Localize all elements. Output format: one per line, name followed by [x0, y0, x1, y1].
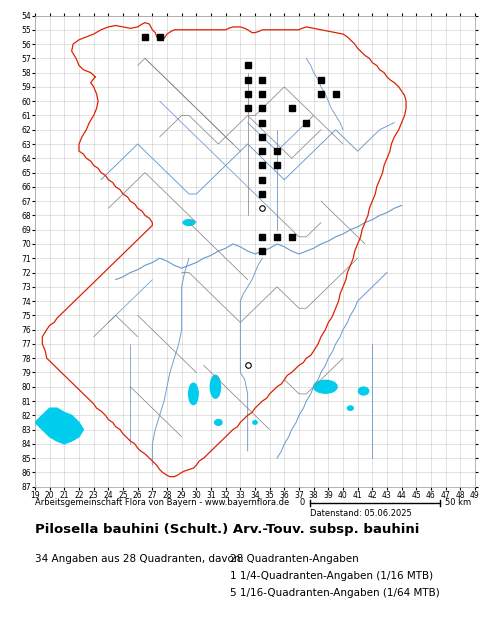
Ellipse shape: [183, 219, 195, 226]
Text: 1 1/4-Quadranten-Angaben (1/16 MTB): 1 1/4-Quadranten-Angaben (1/16 MTB): [230, 571, 433, 581]
Text: 0: 0: [300, 498, 305, 507]
Text: Pilosella bauhini (Schult.) Arv.-Touv. subsp. bauhini: Pilosella bauhini (Schult.) Arv.-Touv. s…: [35, 523, 419, 536]
Polygon shape: [35, 408, 84, 444]
Ellipse shape: [314, 380, 337, 393]
Ellipse shape: [210, 375, 220, 398]
Text: Datenstand: 05.06.2025: Datenstand: 05.06.2025: [310, 509, 412, 518]
Text: 5 1/16-Quadranten-Angaben (1/64 MTB): 5 1/16-Quadranten-Angaben (1/64 MTB): [230, 588, 440, 598]
Text: 34 Angaben aus 28 Quadranten, davon:: 34 Angaben aus 28 Quadranten, davon:: [35, 554, 244, 564]
Ellipse shape: [253, 420, 257, 424]
Ellipse shape: [214, 420, 222, 425]
Ellipse shape: [348, 406, 354, 410]
Ellipse shape: [358, 387, 368, 395]
Text: 28 Quadranten-Angaben: 28 Quadranten-Angaben: [230, 554, 359, 564]
Text: Arbeitsgemeinschaft Flora von Bayern - www.bayernflora.de: Arbeitsgemeinschaft Flora von Bayern - w…: [35, 498, 289, 507]
Text: 50 km: 50 km: [445, 498, 471, 507]
Ellipse shape: [188, 383, 198, 405]
